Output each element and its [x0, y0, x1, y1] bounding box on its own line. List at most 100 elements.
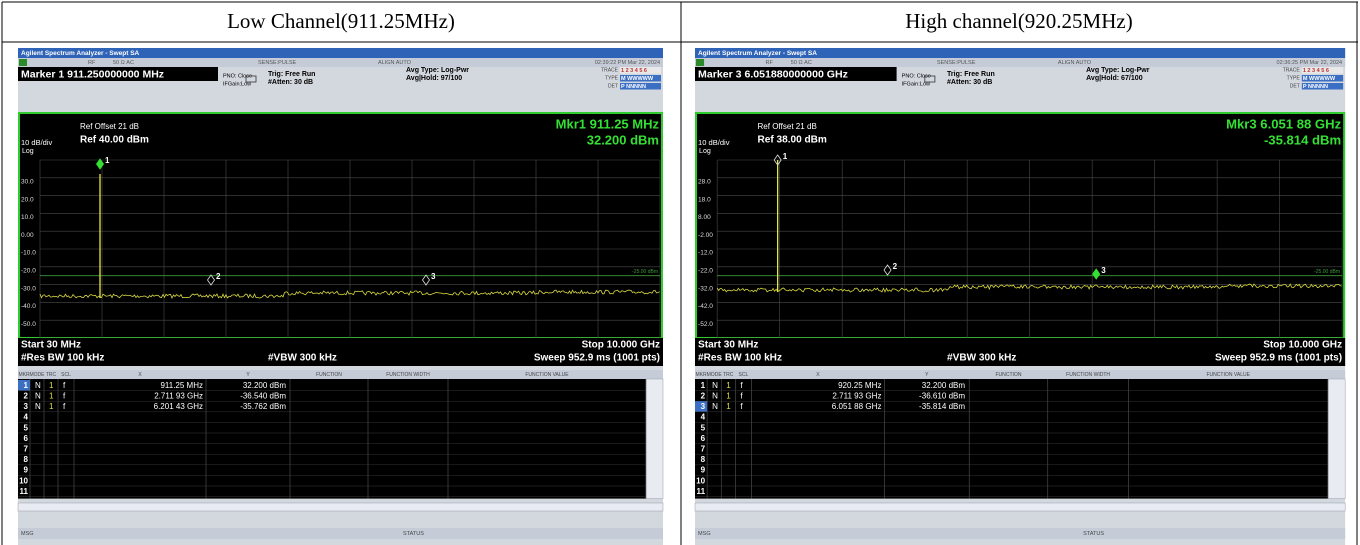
label: Ref Offset 21 dB	[757, 122, 816, 131]
label: N	[35, 392, 41, 401]
label: 30.0	[21, 179, 34, 186]
label: 11	[20, 487, 29, 496]
label: -25.00 dBm	[1314, 269, 1340, 275]
table-header-bg	[18, 370, 663, 379]
trace-badge	[1301, 83, 1344, 90]
label: 5	[24, 423, 29, 432]
label: Ref Offset 21 dB	[80, 122, 139, 131]
label: f	[63, 402, 66, 411]
marker	[773, 154, 782, 166]
status-strip	[695, 58, 1346, 67]
footer-bar	[18, 338, 663, 366]
label: -36.540 dBm	[240, 392, 286, 401]
label: 9	[701, 466, 706, 475]
label: 1 2 3 4 5 6	[621, 68, 647, 74]
label: PNO: Close	[223, 73, 252, 79]
hscroll	[17, 502, 664, 512]
row-highlight	[18, 380, 30, 391]
label: FUNCTION WIDTH	[1066, 372, 1110, 378]
label: FUNCTION WIDTH	[386, 372, 430, 378]
label: MKR	[18, 372, 30, 378]
label: #Res BW 100 kHz	[698, 353, 782, 364]
label: SENSE:PULSE	[937, 60, 976, 66]
label: 1	[783, 152, 788, 161]
label: 1 2 3 4 5 6	[1303, 68, 1329, 74]
label: f	[740, 381, 743, 390]
scrollbar	[1327, 378, 1346, 499]
label: 3	[1101, 266, 1106, 275]
label: MSG	[698, 531, 711, 537]
label: -2.00	[698, 232, 713, 239]
label: PNO: Close	[902, 73, 931, 79]
label: -36.610 dBm	[919, 392, 965, 401]
label: Avg|Hold: 97/100	[406, 75, 462, 82]
marker-box	[18, 67, 218, 81]
label: 9	[24, 466, 29, 475]
label: 2.711 93 GHz	[154, 392, 203, 401]
label: Mkr3 6.051 88 GHz	[1226, 116, 1342, 131]
label: MSG	[21, 531, 34, 537]
label: #VBW 300 kHz	[268, 353, 337, 364]
label: 6	[24, 434, 29, 443]
label: -35.762 dBm	[240, 402, 286, 411]
label: 1	[726, 392, 731, 401]
label: 3	[431, 272, 436, 281]
status-icon	[19, 59, 27, 66]
label: 10	[696, 476, 705, 485]
label: 1	[49, 381, 54, 390]
icon	[245, 75, 257, 83]
label: N	[712, 381, 718, 390]
label: 1	[105, 156, 110, 165]
label: #VBW 300 kHz	[947, 353, 1016, 364]
graph-frame	[695, 112, 1346, 339]
label: Ref 40.00 dBm	[80, 135, 149, 146]
label: 32.200 dBm	[922, 381, 966, 390]
label: Agilent Spectrum Analyzer - Swept SA	[698, 50, 817, 57]
label: M WWWWW	[1303, 76, 1336, 82]
marker	[96, 158, 104, 170]
label: 2	[216, 272, 221, 281]
label: -42.0	[698, 303, 713, 310]
label: STATUS	[403, 531, 424, 537]
label: 3	[24, 402, 29, 411]
label: SENSE:PULSE	[258, 60, 297, 66]
status-strip	[18, 58, 663, 67]
label: Y	[925, 372, 929, 378]
trace-badge	[620, 67, 661, 74]
label: P NNNNN	[621, 84, 646, 90]
label: 2	[701, 392, 706, 401]
label: Y	[246, 372, 250, 378]
label: X	[138, 372, 142, 378]
label: 4	[701, 413, 706, 422]
label: Avg Type: Log-Pwr	[406, 67, 469, 74]
label: -22.0	[698, 268, 713, 275]
label: MODE	[30, 372, 46, 378]
trace-badge	[620, 83, 661, 90]
label: 8.00	[698, 214, 711, 221]
label: Agilent Spectrum Analyzer - Swept SA	[21, 50, 140, 57]
msg-bar	[695, 528, 1346, 539]
label: 7	[24, 445, 29, 454]
label: Stop 10.000 GHz	[582, 340, 660, 351]
label: Avg Type: Log-Pwr	[1086, 67, 1150, 74]
row-highlight	[695, 401, 708, 412]
label: 50 Ω AC	[113, 60, 134, 66]
label: -32.0	[698, 285, 713, 292]
label: 6.051 88 GHz	[832, 402, 882, 411]
marker	[1092, 268, 1101, 280]
label: ALIGN AUTO	[378, 60, 412, 66]
label: P NNNNN	[1303, 84, 1328, 90]
graph-frame	[18, 112, 663, 339]
label: Stop 10.000 GHz	[1263, 340, 1342, 351]
label: N	[712, 402, 718, 411]
column-header: High channel(920.25MHz)	[905, 9, 1132, 33]
label: -20.0	[21, 268, 36, 275]
label: Ref 38.00 dBm	[757, 135, 826, 146]
marker-box	[695, 67, 897, 81]
label: -25.00 dBm	[632, 269, 658, 275]
column-header: Low Channel(911.25MHz)	[227, 9, 455, 33]
table-header-bg	[695, 370, 1346, 379]
